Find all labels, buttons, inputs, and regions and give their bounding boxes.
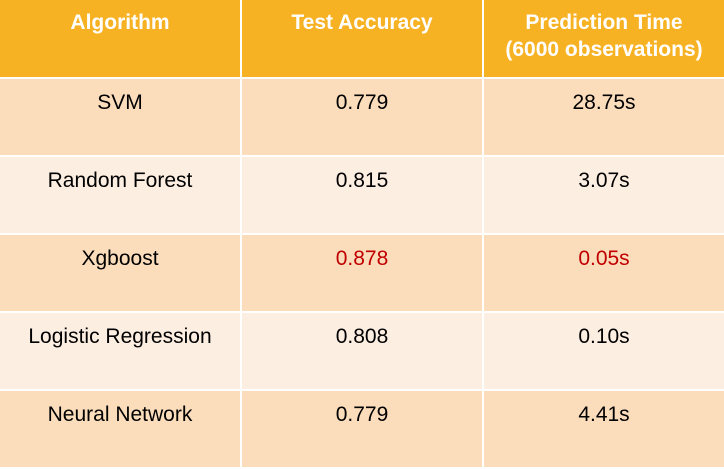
table-row: Random Forest 0.815 3.07s <box>0 157 724 235</box>
table-row: SVM 0.779 28.75s <box>0 79 724 157</box>
cell-time: 4.41s <box>484 391 724 469</box>
cell-accuracy-best: 0.878 <box>242 235 484 313</box>
header-prediction-time-sublabel: (6000 observations) <box>505 38 703 61</box>
cell-algorithm: SVM <box>0 79 242 157</box>
cell-algorithm: Random Forest <box>0 157 242 235</box>
cell-time: 0.10s <box>484 313 724 391</box>
table-row: Xgboost 0.878 0.05s <box>0 235 724 313</box>
header-algorithm-label: Algorithm <box>70 11 170 34</box>
cell-accuracy: 0.808 <box>242 313 484 391</box>
header-prediction-time-label: Prediction Time <box>525 11 683 34</box>
cell-algorithm: Logistic Regression <box>0 313 242 391</box>
cell-algorithm: Xgboost <box>0 235 242 313</box>
table-row: Logistic Regression 0.808 0.10s <box>0 313 724 391</box>
cell-accuracy: 0.815 <box>242 157 484 235</box>
header-test-accuracy-label: Test Accuracy <box>291 11 433 34</box>
cell-time-best: 0.05s <box>484 235 724 313</box>
cell-time: 28.75s <box>484 79 724 157</box>
table-header-row: Algorithm Test Accuracy Prediction Time … <box>0 0 724 79</box>
table-row: Neural Network 0.779 4.41s <box>0 391 724 469</box>
header-prediction-time: Prediction Time (6000 observations) <box>484 0 724 79</box>
cell-time: 3.07s <box>484 157 724 235</box>
header-algorithm: Algorithm <box>0 0 242 79</box>
cell-algorithm: Neural Network <box>0 391 242 469</box>
cell-accuracy: 0.779 <box>242 391 484 469</box>
header-test-accuracy: Test Accuracy <box>242 0 484 79</box>
cell-accuracy: 0.779 <box>242 79 484 157</box>
